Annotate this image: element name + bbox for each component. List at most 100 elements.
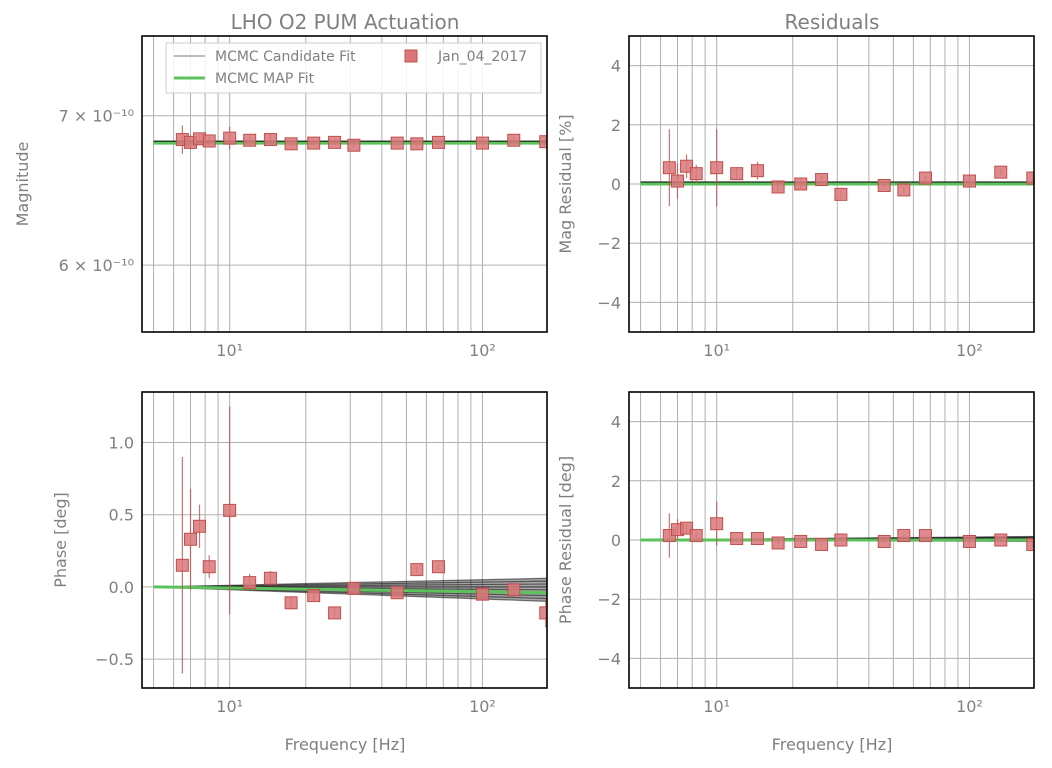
residuals-title: Residuals [785, 10, 880, 34]
mag-residual-data-point [918, 171, 932, 185]
phase-residual-data-point [794, 534, 808, 548]
mag-residual-data-point [662, 161, 676, 175]
x-axis-label-right: Frequency [Hz] [772, 735, 893, 754]
phase-residual-y-tick-label: 0 [611, 531, 621, 550]
phase-y-tick-label: −0.5 [95, 650, 134, 669]
phase-residual-data-point [815, 537, 829, 551]
mag-residual-data-point [994, 165, 1008, 179]
phase-data-point [347, 581, 361, 595]
phase-data-point [328, 606, 342, 620]
phase-residual-y-tick-label: 4 [611, 413, 621, 432]
mag-residual-x-tick-label: 10² [956, 341, 983, 360]
mag-residual-x-tick-label: 10¹ [703, 341, 730, 360]
phase-data-point [175, 558, 189, 572]
phase-residual-axes-frame [628, 391, 1035, 689]
phase-data-point [507, 583, 521, 597]
magnitude-y-tick-label: 7 × 10⁻¹⁰ [59, 107, 134, 126]
phase-residual-data-point [918, 529, 932, 543]
phase-data-point [263, 571, 277, 585]
phase-y-axis-label: Phase [deg] [51, 492, 70, 588]
mag-residual-y-tick-label: 2 [611, 116, 621, 135]
magnitude-data-point [347, 138, 361, 152]
magnitude-data-point [307, 136, 321, 150]
phase-y-tick-label: 1.0 [109, 434, 134, 453]
mag-residual-data-point [689, 167, 703, 181]
legend-data-marker [404, 49, 418, 63]
magnitude-data-point [410, 137, 424, 151]
magnitude-data-point [390, 136, 404, 150]
phase-data-point [539, 606, 547, 620]
phase-data-point [284, 596, 298, 610]
mag-residual-data-point [750, 164, 764, 178]
mag-residual-plot: 10¹ 10² −4 −2 0 2 4 Mag Residual [%] [556, 35, 1035, 360]
magnitude-data-point [223, 131, 237, 145]
phase-residual-data-point [897, 529, 911, 543]
phase-residual-plot: 10¹ 10² −4 −2 0 2 4 Phase Residual [deg] [556, 391, 1035, 716]
phase-residual-data-point [994, 533, 1008, 547]
mag-residual-y-tick-label: 4 [611, 57, 621, 76]
phase-residual-x-tick-label: 10² [956, 697, 983, 716]
legend-map-label: MCMC MAP Fit [215, 71, 315, 87]
mag-residual-y-tick-label: 0 [611, 175, 621, 194]
phase-y-tick-label: 0.5 [109, 506, 134, 525]
phase-x-tick-label: 10² [469, 697, 496, 716]
phase-data-point [390, 586, 404, 600]
mag-residual-y-tick-label: −4 [597, 293, 621, 312]
phase-residual-data-point [730, 532, 744, 546]
phase-residual-y-tick-label: −4 [597, 649, 621, 668]
phase-data-point [223, 503, 237, 517]
mag-residual-data-point [897, 183, 911, 197]
phase-data-point [202, 560, 216, 574]
mag-residual-data-point [671, 174, 685, 188]
phase-data-point [307, 589, 321, 603]
mag-residual-data-point [771, 180, 785, 194]
legend-frame [165, 42, 542, 94]
phase-residual-data-point [962, 534, 976, 548]
phase-residual-y-axis-label: Phase Residual [deg] [556, 456, 575, 624]
phase-data-point [184, 532, 198, 546]
magnitude-y-tick-label: 6 × 10⁻¹⁰ [59, 256, 134, 275]
mag-residual-data-point [877, 178, 891, 192]
magnitude-series [153, 125, 547, 154]
phase-data-point [475, 587, 489, 601]
phase-residual-x-tick-label: 10¹ [703, 697, 730, 716]
main-title: LHO O2 PUM Actuation [231, 10, 460, 34]
phase-series [153, 406, 547, 674]
phase-residual-y-tick-label: −2 [597, 590, 621, 609]
phase-axes-frame [141, 391, 548, 689]
legend: MCMC Candidate Fit MCMC MAP Fit Jan_04_2… [165, 42, 542, 94]
mag-residual-data-point [962, 174, 976, 188]
magnitude-x-tick-label: 10¹ [216, 341, 243, 360]
mag-residual-series [640, 129, 1034, 207]
mag-residual-axes-frame [628, 35, 1035, 333]
magnitude-data-point [539, 135, 547, 149]
magnitude-data-point [507, 133, 521, 147]
mag-residual-data-point [730, 167, 744, 181]
magnitude-data-point [263, 133, 277, 147]
magnitude-data-point [475, 136, 489, 150]
phase-residual-data-point [877, 534, 891, 548]
mag-residual-data-point [1026, 171, 1034, 185]
phase-data-point [431, 560, 445, 574]
mag-residual-data-point [834, 187, 848, 201]
x-axis-label-left: Frequency [Hz] [285, 735, 406, 754]
phase-residual-data-point [710, 517, 724, 531]
phase-y-tick-label: 0.0 [109, 578, 134, 597]
legend-data-label: Jan_04_2017 [437, 49, 527, 65]
phase-residual-data-point [834, 533, 848, 547]
mag-residual-y-tick-label: −2 [597, 234, 621, 253]
phase-residual-data-point [680, 521, 694, 535]
mag-residual-data-point [680, 159, 694, 173]
magnitude-axes-frame [141, 35, 548, 333]
phase-data-point [193, 519, 207, 533]
mag-residual-data-point [815, 173, 829, 187]
magnitude-data-point [284, 137, 298, 151]
phase-residual-data-point [771, 536, 785, 550]
phase-x-tick-label: 10¹ [216, 697, 243, 716]
phase-residual-data-point [1026, 537, 1034, 551]
phase-plot: 10¹ 10² −0.5 0.0 0.5 1.0 Phase [deg] [51, 391, 548, 716]
mag-residual-data-point [710, 161, 724, 175]
magnitude-data-point [202, 134, 216, 148]
magnitude-data-point [243, 133, 257, 147]
